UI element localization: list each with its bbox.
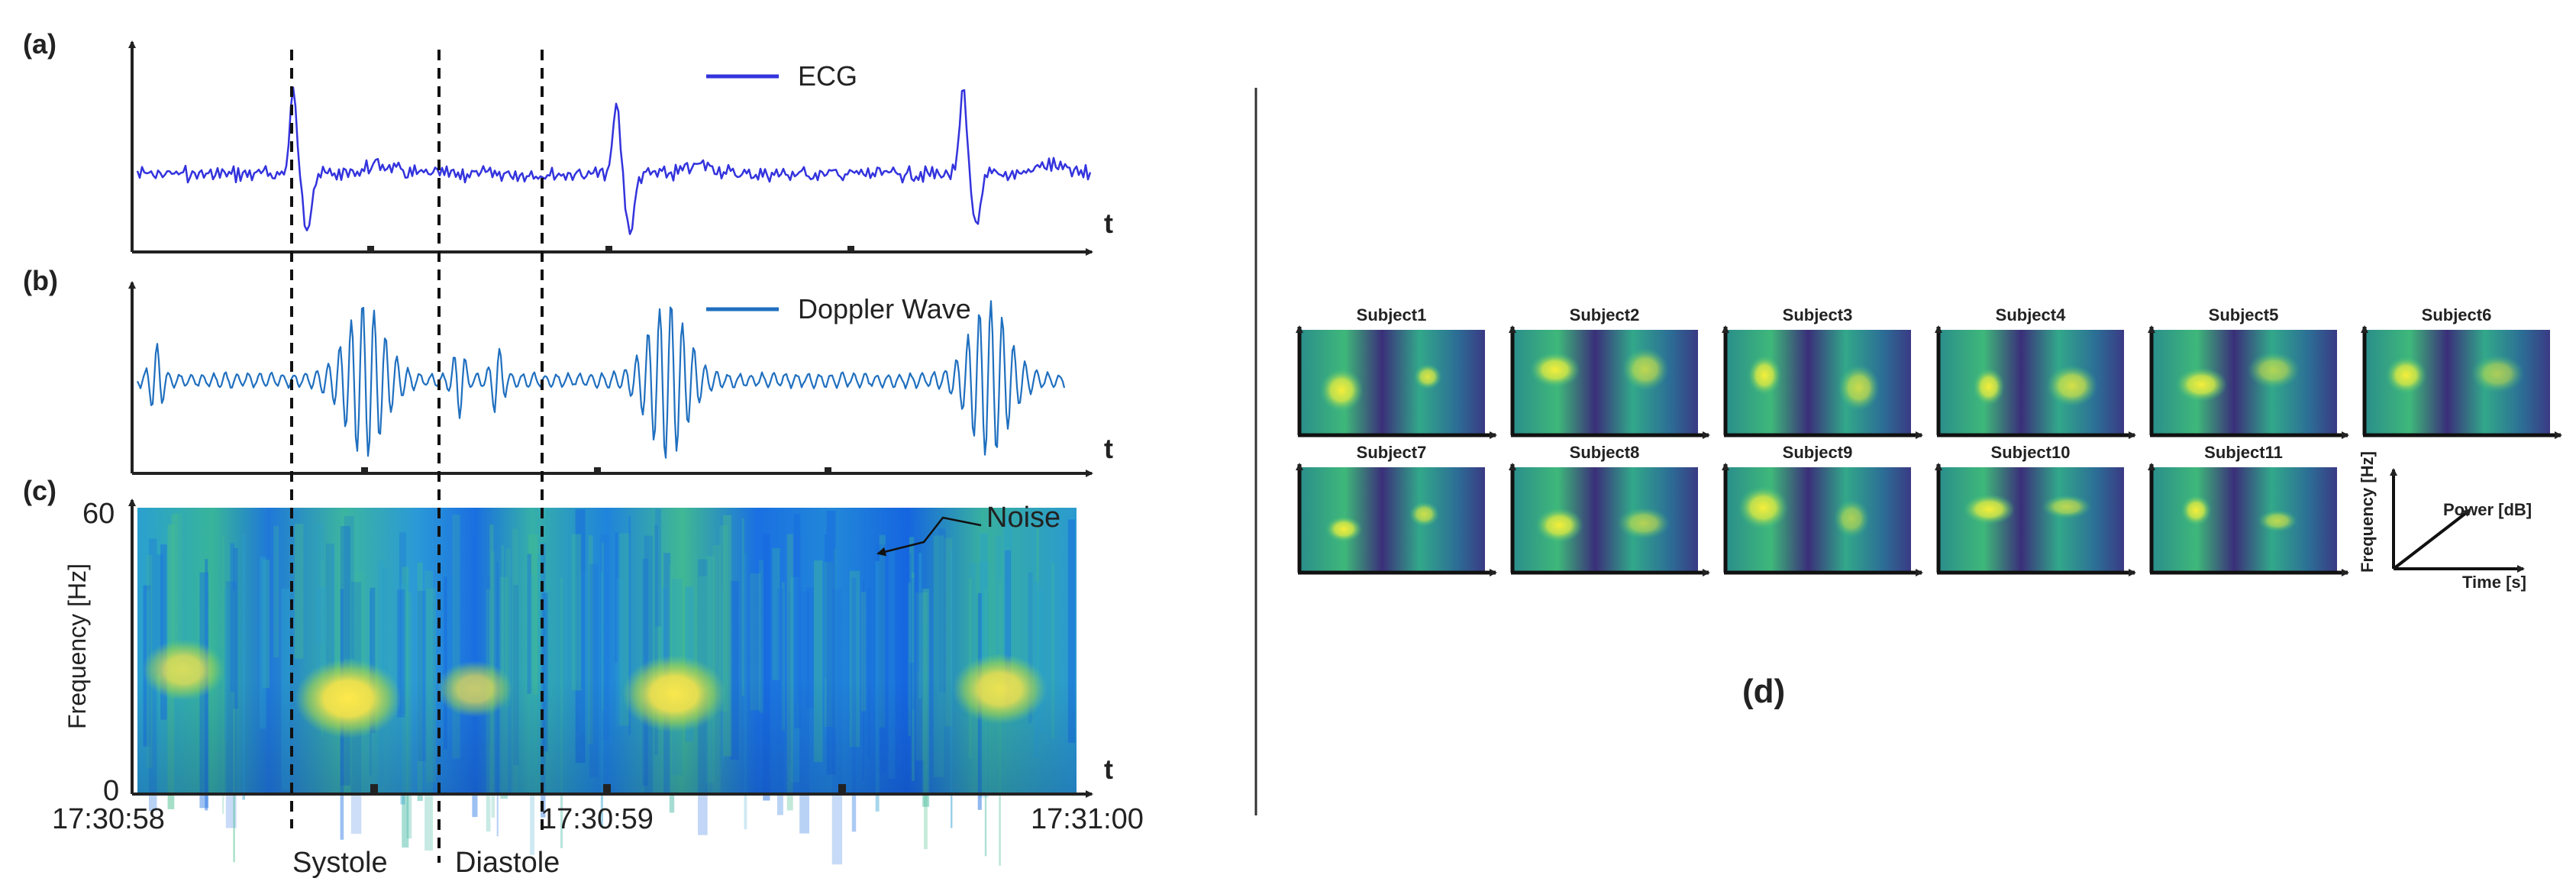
- subject-hotspot: [1319, 368, 1364, 412]
- panel-label-d: (d): [1742, 673, 1785, 710]
- axis-t-label-b: t: [1104, 433, 1113, 464]
- doppler-series-line: [137, 300, 1066, 459]
- tick-mark-a1: [367, 246, 374, 252]
- subject-spectrogram-4: Subject4: [1935, 305, 2136, 439]
- phase-label-systole: Systole: [292, 847, 388, 879]
- tick-mark-c1: [370, 784, 378, 793]
- subject-title: Subject5: [2209, 305, 2279, 324]
- subject-spectrogram-1: Subject1: [1296, 305, 1497, 439]
- subject-title: Subject3: [1783, 305, 1853, 324]
- tick-mark-b2: [594, 467, 601, 473]
- subject-title: Subject8: [1570, 443, 1640, 462]
- subject-title: Subject2: [1570, 305, 1640, 324]
- subject-spectrogram-8: Subject8: [1509, 443, 1710, 576]
- key-label-power: Power [dB]: [2443, 500, 2532, 519]
- tick-mark-a3: [847, 246, 854, 252]
- subject-hotspot: [1622, 347, 1669, 391]
- subject-spectrogram-5: Subject5: [2148, 305, 2349, 439]
- subject-spectrogram-11: Subject11: [2148, 443, 2349, 576]
- subject-hotspot: [1413, 363, 1442, 390]
- panel-label-b: (b): [23, 265, 58, 296]
- panel-label-a: (a): [23, 28, 56, 60]
- subject-hotspot: [2042, 495, 2092, 519]
- legend-label-ecg: ECG: [798, 60, 857, 92]
- subject-title: Subject4: [1996, 305, 2066, 324]
- subject-hotspot: [1535, 507, 1583, 543]
- subject-hotspot: [1838, 364, 1880, 411]
- y-axis-label-frequency: Frequency [Hz]: [63, 563, 91, 729]
- subject-spectrogram-10: Subject10: [1935, 443, 2136, 576]
- subject-hotspot: [1963, 494, 2016, 525]
- subject-hotspot: [2247, 351, 2300, 389]
- noise-annotation-label: Noise: [986, 502, 1060, 534]
- subject-title: Subject6: [2422, 305, 2492, 324]
- subject-hotspot: [1972, 367, 2005, 406]
- xtick-17-30-58: 17:30:58: [52, 803, 165, 835]
- subject-spectrogram-7: Subject7: [1296, 443, 1497, 576]
- legend-label-doppler: Doppler Wave: [798, 293, 971, 324]
- key-label-frequency: Frequency [Hz]: [2358, 451, 2377, 573]
- spectrogram-hotspot-1: [142, 639, 225, 701]
- xtick-17-30-59: 17:30:59: [541, 803, 654, 835]
- subject-title: Subject9: [1783, 443, 1853, 462]
- subject-title: Subject10: [1991, 443, 2071, 462]
- subject-hotspot: [1833, 499, 1870, 538]
- subject-spectrogram-2: Subject2: [1509, 305, 1710, 439]
- axis-t-label-c: t: [1104, 754, 1113, 785]
- panel-label-c: (c): [23, 475, 56, 506]
- spectrogram: [137, 508, 1077, 867]
- tick-mark-a2: [605, 246, 612, 252]
- axis-t-label-a: t: [1104, 208, 1113, 239]
- subject-spectrogram-3: Subject3: [1722, 305, 1923, 439]
- spectrogram-hotspot-2: [295, 659, 402, 738]
- spectrogram-hotspots: [142, 639, 1048, 738]
- tick-mark-c3: [838, 784, 846, 793]
- subject-hotspot: [2258, 509, 2298, 532]
- subject-hotspot: [2181, 495, 2212, 526]
- noise-annotation-arrow: [876, 516, 982, 557]
- spectrogram-shade: [137, 508, 1077, 794]
- subject-spectrogram-bg: [2150, 467, 2337, 573]
- tick-mark-b3: [825, 467, 831, 473]
- subject-hotspot: [2046, 365, 2098, 407]
- key-label-time: Time [s]: [2462, 573, 2526, 592]
- subject-title: Subject7: [1357, 443, 1427, 462]
- subject-hotspot: [2175, 367, 2228, 402]
- subject-hotspot: [1409, 502, 1440, 527]
- subject-hotspot: [1617, 507, 1671, 540]
- axes-key: Frequency [Hz] Power [dB] Time [s]: [2358, 451, 2532, 592]
- subject-spectrogram-bg: [1298, 467, 1485, 573]
- subject-hotspot: [2471, 354, 2525, 393]
- subject-spectrogram-6: Subject6: [2361, 305, 2562, 439]
- subject-hotspot: [1325, 515, 1363, 543]
- subject-hotspot: [1529, 352, 1580, 388]
- subject-spectrogram-bg: [1937, 467, 2124, 573]
- ecg-series-line: [136, 86, 1092, 235]
- xtick-17-31-00: 17:31:00: [1031, 803, 1144, 835]
- tick-mark-b1: [361, 467, 368, 473]
- spectrogram-hotspot-4: [621, 655, 726, 733]
- subject-hotspot: [1738, 486, 1789, 530]
- subject-hotspot: [1748, 355, 1782, 395]
- phase-label-diastole: Diastole: [455, 847, 560, 879]
- key-axis-diag: [2392, 508, 2471, 570]
- ytick-60: 60: [82, 498, 115, 530]
- tick-mark-c2: [603, 784, 611, 793]
- subject-title: Subject11: [2204, 443, 2283, 462]
- subject-hotspot: [2385, 356, 2427, 394]
- ytick-0: 0: [103, 775, 119, 807]
- spectrogram-hotspot-3: [436, 660, 513, 718]
- subject-title: Subject1: [1357, 305, 1427, 324]
- spectrogram-hotspot-5: [952, 654, 1048, 725]
- subject-spectrogram-9: Subject9: [1722, 443, 1923, 576]
- subjects-grid: Subject1 Subject2 Subject3 Subject4 Subject5…: [1296, 305, 2562, 576]
